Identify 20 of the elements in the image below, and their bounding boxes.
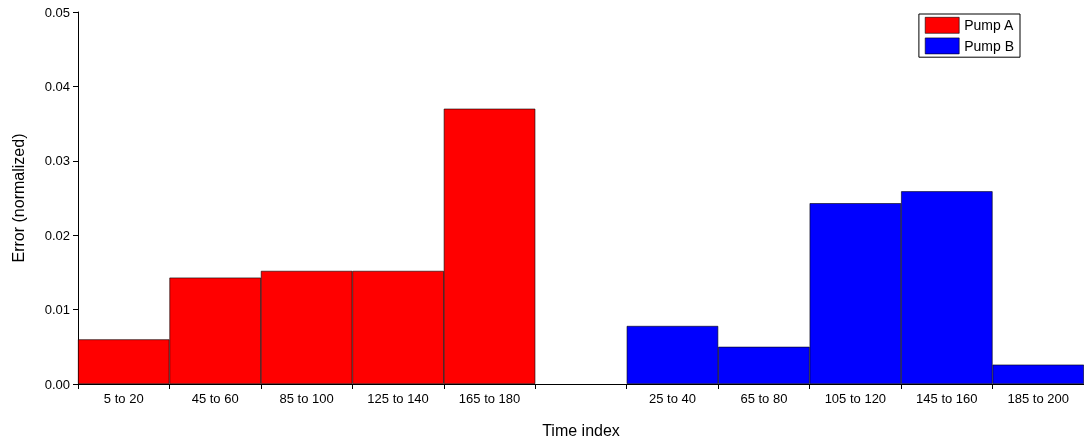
x-tick-label: 85 to 100 <box>279 391 334 406</box>
y-tick-label: 0.00 <box>44 376 70 392</box>
x-tick-label: 5 to 20 <box>103 391 144 406</box>
x-axis-title: Time index <box>542 421 620 439</box>
x-tick-label: 185 to 200 <box>1007 391 1069 406</box>
y-tick-label: 0.03 <box>44 153 70 169</box>
legend-label: Pump B <box>964 37 1015 54</box>
y-tick-label: 0.01 <box>44 302 70 318</box>
y-tick-label: 0.02 <box>44 227 70 243</box>
x-tick-label: 165 to 180 <box>458 391 521 406</box>
x-tick-label: 45 to 60 <box>191 391 239 406</box>
y-tick-label: 0.05 <box>44 4 70 20</box>
y-axis-title: Error (normalized) <box>9 133 27 263</box>
x-tick-label: 105 to 120 <box>824 391 887 406</box>
x-tick-label: 65 to 80 <box>740 391 788 406</box>
y-tick-label: 0.04 <box>44 78 70 94</box>
x-tick-label: 125 to 140 <box>367 391 429 406</box>
x-tick-label: 25 to 40 <box>648 391 696 406</box>
legend-label: Pump A <box>964 17 1014 34</box>
x-tick-label: 145 to 160 <box>916 391 978 406</box>
